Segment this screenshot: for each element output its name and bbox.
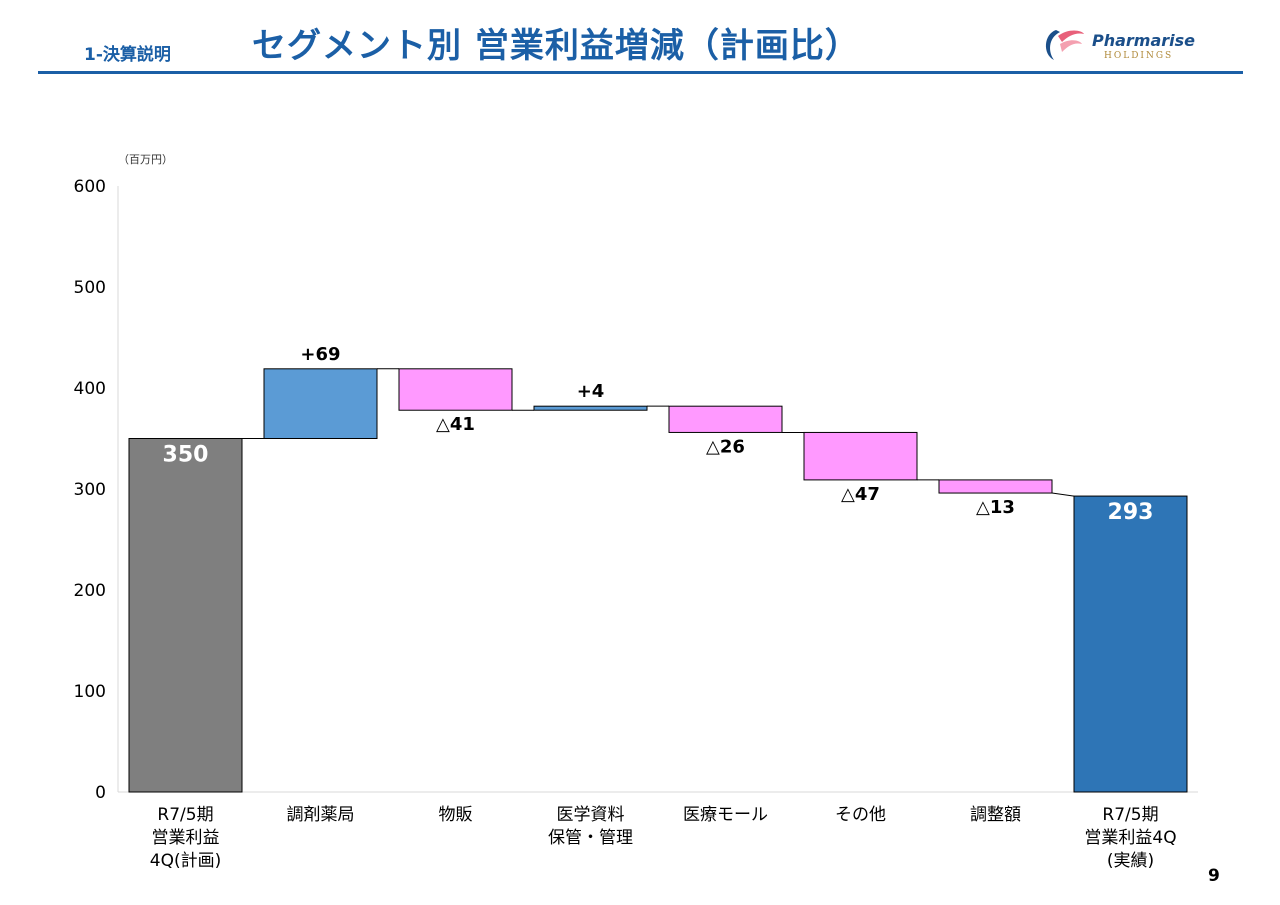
x-category-label: R7/5期 [157, 805, 213, 825]
data-label: +69 [300, 344, 340, 365]
x-category-label: 調整額 [970, 805, 1021, 825]
data-label: 350 [163, 443, 209, 468]
bar-2 [263, 368, 378, 439]
x-category-label: (実績) [1107, 851, 1154, 871]
logo-name: Pharmarise [1092, 31, 1196, 50]
bar-5 [668, 405, 783, 433]
page-number: 9 [1208, 866, 1220, 886]
x-category-label: 営業利益 [152, 828, 220, 848]
data-label: △41 [436, 414, 475, 435]
connector-line [1051, 492, 1075, 497]
x-category-label: 物販 [439, 805, 473, 825]
header-rule [38, 71, 1243, 74]
bar-8 [1073, 495, 1188, 793]
x-category-label: 営業利益4Q [1084, 828, 1176, 848]
logo-mark-icon [1045, 30, 1084, 60]
bar-1 [128, 438, 243, 793]
x-category-label: 4Q(計画) [150, 851, 221, 871]
y-tick-label: 500 [74, 278, 106, 298]
x-category-label: 保管・管理 [548, 828, 633, 848]
data-label: △26 [706, 436, 745, 457]
unit-label: （百万円） [118, 153, 173, 166]
company-logo: Pharmarise HOLDINGS [1038, 24, 1208, 64]
y-tick-label: 300 [74, 480, 106, 500]
x-category-label: その他 [835, 805, 886, 825]
y-tick-label: 200 [74, 581, 106, 601]
x-category-label: 医療モール [683, 805, 768, 825]
y-tick-label: 400 [74, 379, 106, 399]
y-tick-label: 600 [74, 177, 106, 197]
logo-subtitle: HOLDINGS [1104, 51, 1174, 61]
y-tick-label: 0 [95, 783, 106, 803]
bar-4 [533, 405, 648, 411]
data-label: 293 [1108, 500, 1154, 525]
page-title: セグメント別 営業利益増減（計画比） [252, 26, 860, 66]
section-label: 1-決算説明 [84, 45, 171, 65]
bar-6 [803, 431, 918, 481]
data-label: △13 [976, 497, 1015, 518]
bar-3 [398, 368, 513, 411]
x-category-label: R7/5期 [1102, 805, 1158, 825]
data-label: △47 [841, 484, 880, 505]
data-label: +4 [577, 381, 605, 402]
y-tick-label: 100 [74, 682, 106, 702]
x-category-label: 調剤薬局 [287, 805, 355, 825]
x-category-label: 医学資料 [557, 805, 625, 825]
bar-7 [938, 479, 1053, 494]
